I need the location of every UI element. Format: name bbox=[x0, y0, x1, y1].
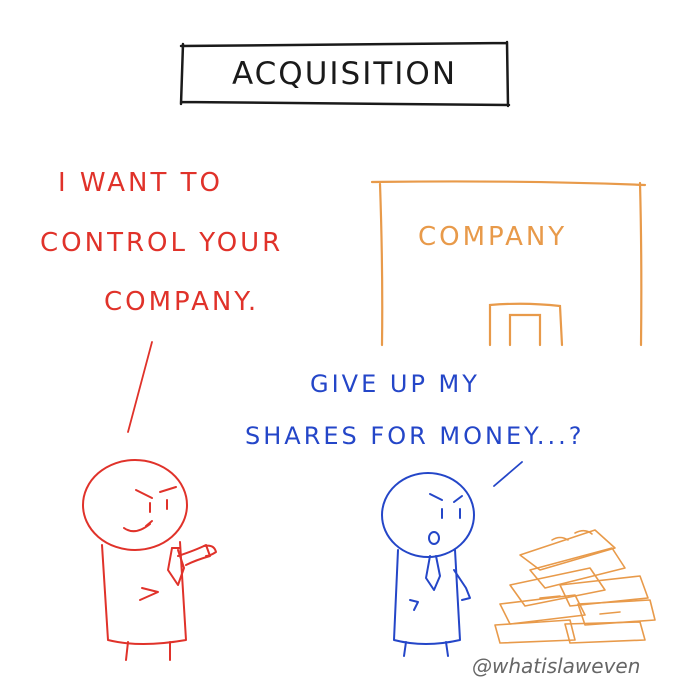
shareholder-figure bbox=[381, 472, 475, 657]
acquirer-speech-tail bbox=[127, 341, 153, 433]
money-pile bbox=[494, 529, 656, 644]
title-box: ACQUISITION bbox=[177, 40, 512, 108]
shareholder-speech-tail bbox=[493, 461, 523, 487]
title-frame bbox=[179, 40, 511, 108]
acquirer-speech-line-2: CONTROL YOUR bbox=[40, 228, 284, 258]
artist-credit: @whatislaweven bbox=[472, 654, 641, 678]
shareholder-speech-line-1: GIVE UP MY bbox=[310, 370, 480, 398]
acquirer-figure bbox=[82, 459, 217, 661]
comic-title: ACQUISITION bbox=[231, 56, 458, 92]
shareholder-speech-line-2: SHARES FOR MONEY...? bbox=[245, 422, 585, 450]
acquirer-speech-line-1: I WANT TO bbox=[58, 168, 223, 198]
acquirer-speech-line-3: COMPANY. bbox=[104, 287, 260, 317]
building-label: COMPANY bbox=[418, 222, 568, 252]
company-building bbox=[370, 180, 647, 347]
